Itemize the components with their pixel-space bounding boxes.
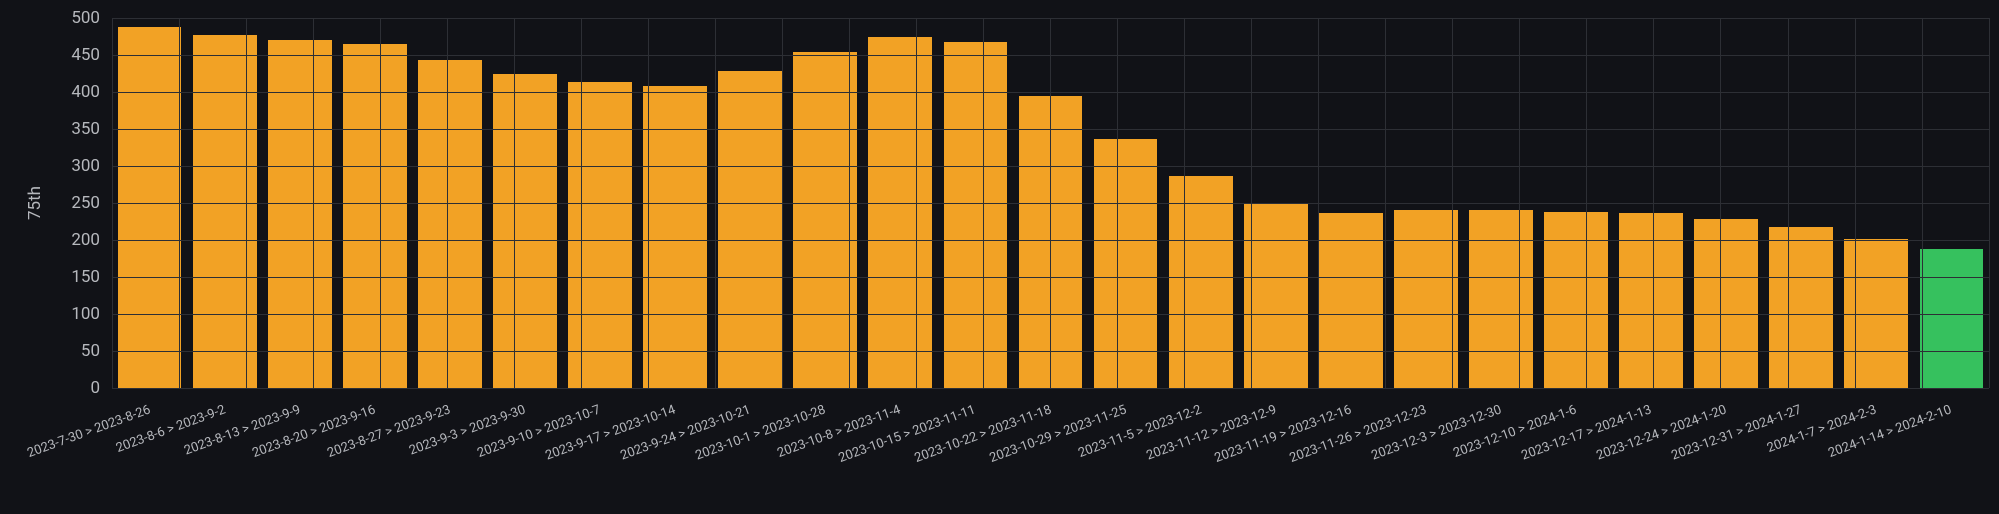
bar[interactable] [868,37,932,388]
bar[interactable] [568,82,632,388]
bar[interactable] [643,86,707,388]
y-tick-label: 150 [0,267,100,287]
grid-line-v [514,18,515,388]
grid-line-v [447,18,448,388]
grid-line-h [112,388,1989,389]
grid-line-v [1251,18,1252,388]
grid-line-v [1452,18,1453,388]
y-tick-label: 500 [0,8,100,28]
bar[interactable] [118,27,182,388]
y-tick-label: 250 [0,193,100,213]
grid-line-v [380,18,381,388]
grid-line-v [916,18,917,388]
grid-line-v [983,18,984,388]
y-tick-label: 50 [0,341,100,361]
grid-line-v [1519,18,1520,388]
y-tick-label: 100 [0,304,100,324]
y-tick-label: 0 [0,378,100,398]
grid-line-v [1720,18,1721,388]
bar[interactable] [343,44,407,388]
bar[interactable] [793,52,857,388]
grid-line-v [849,18,850,388]
grid-line-v [1586,18,1587,388]
grid-line-v [1318,18,1319,388]
bar[interactable] [1244,204,1308,388]
y-tick-label: 400 [0,82,100,102]
bar[interactable] [1544,212,1608,388]
bar[interactable] [944,42,1008,388]
grid-line-v [1855,18,1856,388]
grid-line-v [1184,18,1185,388]
bar[interactable] [1920,249,1984,388]
bar-chart: 75th 050100150200250300350400450500 2023… [0,0,1999,514]
bar[interactable] [418,60,482,388]
grid-line-v [1385,18,1386,388]
grid-line-v [1922,18,1923,388]
grid-line-v [1989,18,1990,388]
grid-line-v [179,18,180,388]
grid-line-v [715,18,716,388]
plot-area [112,18,1989,388]
bar[interactable] [1769,227,1833,388]
y-tick-label: 350 [0,119,100,139]
grid-line-v [112,18,113,388]
bar[interactable] [1469,210,1533,388]
grid-line-v [1050,18,1051,388]
y-tick-label: 450 [0,45,100,65]
grid-line-v [1653,18,1654,388]
grid-line-v [1117,18,1118,388]
bar[interactable] [1394,210,1458,388]
bar[interactable] [1169,176,1233,388]
y-tick-label: 300 [0,156,100,176]
grid-line-v [648,18,649,388]
grid-line-v [782,18,783,388]
y-tick-label: 200 [0,230,100,250]
grid-line-v [313,18,314,388]
bar[interactable] [1694,219,1758,388]
bar[interactable] [493,74,557,388]
grid-line-v [1788,18,1789,388]
grid-line-v [581,18,582,388]
grid-line-v [246,18,247,388]
bar[interactable] [718,71,782,388]
